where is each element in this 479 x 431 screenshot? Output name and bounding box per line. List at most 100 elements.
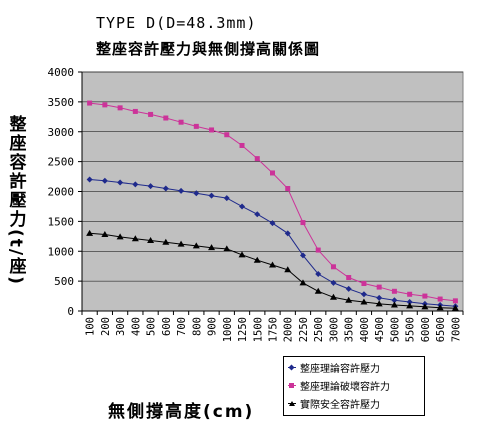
x-tick-label: 5000	[389, 317, 401, 342]
data-point	[208, 244, 216, 251]
x-tick-label: 2500	[313, 317, 325, 342]
data-point	[406, 299, 413, 306]
data-point	[346, 275, 352, 281]
data-point	[223, 245, 231, 252]
data-point	[421, 303, 429, 310]
data-point	[208, 192, 215, 199]
x-tick-label: 100	[85, 317, 97, 336]
data-point	[177, 240, 185, 247]
y-tick-label: 4000	[48, 66, 75, 79]
x-tick-label: 5500	[405, 317, 417, 342]
x-tick-label: 1000	[222, 317, 234, 342]
x-tick-label: 400	[130, 317, 142, 336]
y-tick-label: 2000	[48, 186, 75, 199]
data-point	[224, 132, 230, 138]
x-tick-label: 1250	[237, 317, 249, 342]
x-tick-label: 4000	[359, 317, 371, 342]
data-point	[148, 111, 154, 117]
data-point	[375, 300, 383, 307]
data-point	[330, 264, 336, 270]
data-point	[314, 287, 322, 294]
legend-marker	[288, 363, 295, 371]
data-point	[116, 233, 124, 240]
legend: 整座理論容許壓力 整座理論破壞容許力 實際安全容許壓力	[283, 356, 425, 416]
data-point	[178, 119, 184, 125]
data-point	[131, 235, 139, 242]
x-tick-label: 300	[115, 317, 127, 336]
data-point	[376, 284, 382, 290]
legend-label: 整座理論容許壓力	[300, 363, 380, 375]
data-point	[315, 270, 322, 277]
data-point	[437, 296, 443, 302]
data-point	[451, 304, 459, 311]
data-point	[162, 238, 170, 245]
legend-item: 整座理論容許壓力	[284, 359, 424, 375]
data-point	[285, 186, 291, 192]
legend-label: 實際安全容許壓力	[300, 399, 380, 411]
y-tick-label: 1500	[48, 215, 75, 228]
data-point	[452, 298, 458, 304]
x-tick-label: 2250	[298, 317, 310, 342]
x-tick-label: 500	[146, 317, 158, 336]
y-axis-title-text: 整座容許壓力(t/座)	[5, 114, 26, 286]
y-tick-label: 0	[67, 305, 74, 318]
data-point	[284, 230, 291, 237]
x-tick-label: 7000	[450, 317, 462, 342]
data-point	[407, 291, 413, 297]
legend-item: 整座理論破壞容許力	[284, 377, 424, 393]
x-tick-label: 900	[207, 317, 219, 336]
data-point	[193, 123, 199, 129]
data-point	[163, 115, 169, 121]
data-point	[223, 195, 230, 202]
data-point	[239, 142, 245, 148]
data-point	[270, 170, 275, 176]
data-point	[239, 203, 246, 210]
data-point	[361, 281, 367, 287]
y-tick-label: 2500	[48, 156, 75, 169]
data-point	[254, 156, 260, 162]
data-point	[269, 261, 276, 268]
legend-marker	[289, 400, 295, 406]
data-point	[87, 100, 93, 106]
x-tick-label: 1500	[252, 317, 264, 342]
data-point	[391, 297, 398, 304]
data-point	[315, 247, 321, 253]
legend-swatch	[288, 382, 296, 388]
data-point	[162, 185, 169, 192]
data-point	[86, 176, 93, 183]
x-tick-label: 600	[161, 317, 173, 336]
y-tick-label: 500	[54, 275, 74, 288]
data-point	[422, 293, 428, 299]
legend-label: 整座理論破壞容許力	[300, 381, 390, 393]
data-point	[209, 127, 215, 133]
data-point	[147, 183, 154, 190]
x-tick-label: 800	[191, 317, 203, 336]
data-point	[117, 105, 123, 111]
data-point	[178, 187, 185, 194]
x-tick-label: 4500	[374, 317, 386, 342]
data-point	[390, 301, 398, 308]
x-tick-label: 3000	[328, 317, 340, 342]
x-tick-label: 2000	[283, 317, 295, 342]
data-point	[269, 220, 276, 227]
y-tick-label: 1000	[48, 245, 75, 258]
data-point	[86, 229, 94, 236]
x-tick-label: 700	[176, 317, 188, 336]
x-tick-label: 1750	[268, 317, 280, 342]
y-tick-label: 3000	[48, 126, 75, 139]
x-tick-label: 3500	[344, 317, 356, 342]
legend-swatch	[288, 363, 296, 371]
data-point	[299, 279, 307, 286]
data-point	[193, 190, 200, 197]
data-point	[132, 108, 138, 114]
data-point	[147, 236, 155, 243]
data-point	[102, 102, 108, 108]
data-point	[345, 285, 352, 292]
y-axis-title: 整座容許壓力(t/座)	[5, 100, 27, 300]
x-tick-label: 6000	[420, 317, 432, 342]
data-point	[192, 242, 200, 249]
legend-swatch	[288, 400, 296, 406]
x-tick-label: 6500	[435, 317, 447, 342]
data-point	[436, 304, 444, 311]
